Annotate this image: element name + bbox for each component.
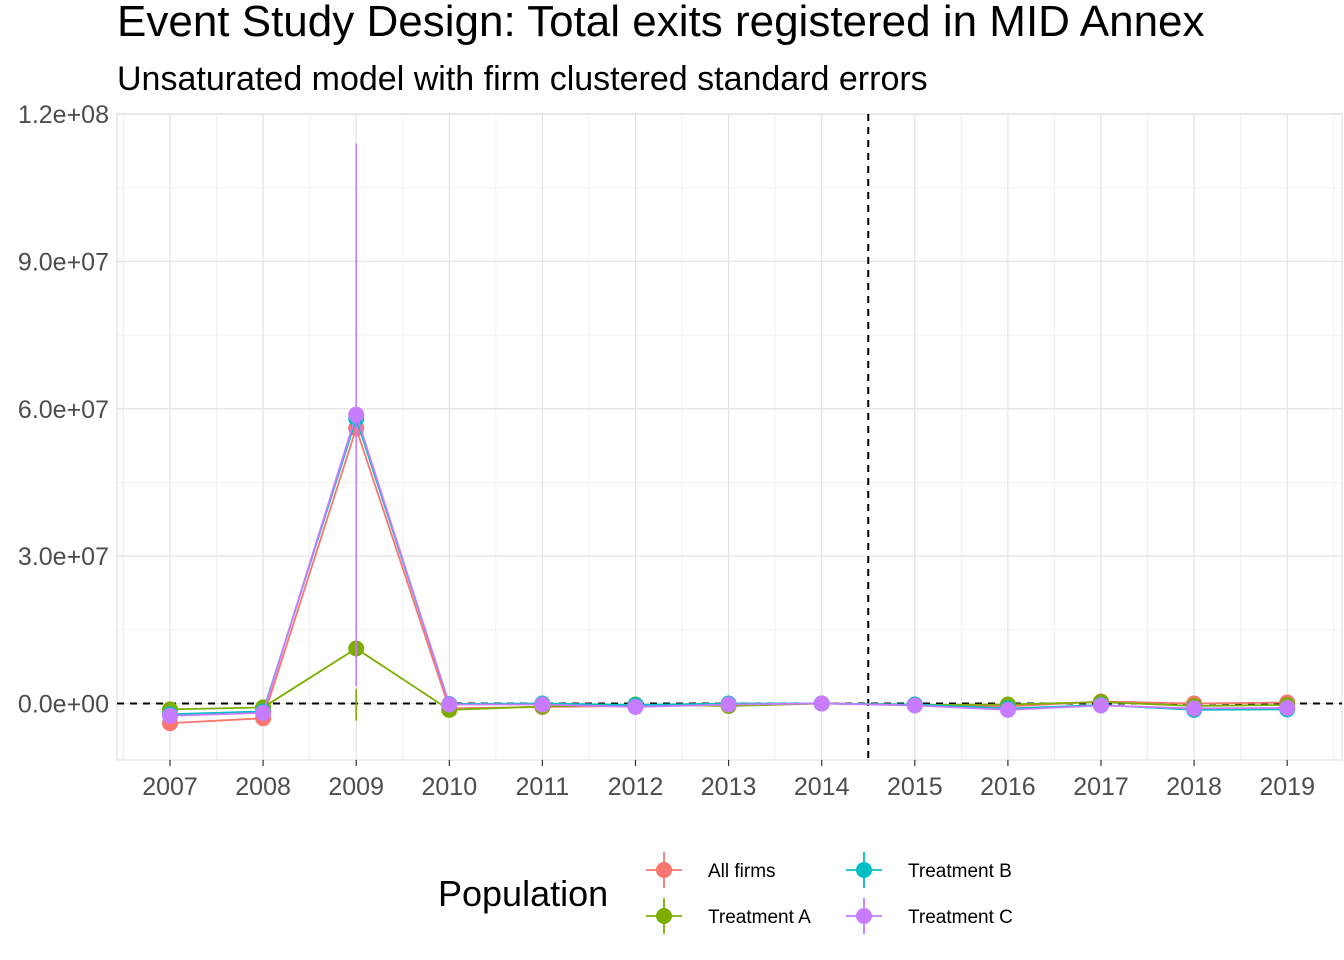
x-tick-label: 2013 [701, 773, 757, 801]
legend-key-point [656, 862, 672, 878]
x-tick-label: 2018 [1166, 773, 1222, 801]
x-tick-label: 2007 [142, 773, 198, 801]
legend-label: Treatment C [908, 907, 1013, 928]
data-point-treatment-c [999, 701, 1016, 718]
data-point-treatment-c [906, 697, 923, 714]
data-point-treatment-c [441, 696, 458, 713]
x-tick-label: 2017 [1073, 773, 1129, 801]
chart-subtitle: Unsaturated model with firm clustered st… [117, 60, 928, 98]
x-tick-label: 2008 [235, 773, 291, 801]
x-tick-label: 2015 [887, 773, 943, 801]
legend-key-point [856, 908, 872, 924]
y-tick-label: 6.0e+07 [18, 396, 109, 424]
x-tick-label: 2010 [421, 773, 477, 801]
series-layer [162, 143, 1296, 732]
legend-key-point [656, 908, 672, 924]
x-axis: 2007 2008 2009 2010 2011 2012 2013 2014 2015 2016… [142, 760, 1315, 801]
y-tick-label: 1.2e+08 [18, 101, 109, 129]
y-axis: 0.0e+00 3.0e+07 6.0e+07 9.0e+07 1.2e+08 [18, 101, 109, 719]
data-point-treatment-c [1186, 700, 1203, 717]
data-point-treatment-c [162, 707, 178, 724]
legend-title: Population [438, 873, 608, 914]
data-point-treatment-c [255, 704, 272, 721]
x-tick-label: 2016 [980, 773, 1036, 801]
data-point-treatment-c [348, 406, 365, 423]
x-tick-label: 2009 [328, 773, 384, 801]
reference-lines [117, 114, 1342, 760]
legend: Population All firms Treatment A Treatment… [438, 852, 1013, 934]
plot-panel-border [116, 113, 1343, 761]
data-point-treatment-c [1279, 699, 1296, 716]
y-tick-label: 9.0e+07 [18, 248, 109, 276]
legend-item-treatment-b: Treatment B [846, 852, 1012, 888]
data-point-treatment-c [813, 695, 830, 712]
legend-label: Treatment A [708, 907, 811, 928]
data-point-treatment-c [534, 696, 551, 713]
legend-item-all-firms: All firms [646, 852, 776, 888]
x-tick-label: 2012 [608, 773, 664, 801]
series-treatment-c [162, 143, 1296, 724]
chart-title: Event Study Design: Total exits register… [117, 0, 1205, 46]
legend-label: Treatment B [908, 861, 1012, 882]
x-tick-label: 2014 [794, 773, 850, 801]
data-point-treatment-c [1093, 697, 1109, 714]
data-point-treatment-c [627, 698, 644, 715]
grid-lines [117, 113, 1342, 760]
y-tick-label: 3.0e+07 [18, 543, 109, 571]
x-tick-label: 2011 [516, 773, 570, 801]
legend-key-point [856, 862, 872, 878]
x-tick-label: 2019 [1259, 773, 1315, 801]
legend-item-treatment-c: Treatment C [846, 898, 1013, 934]
y-tick-label: 0.0e+00 [18, 691, 109, 719]
legend-item-treatment-a: Treatment A [646, 898, 811, 934]
legend-label: All firms [708, 861, 776, 882]
data-point-treatment-c [720, 696, 737, 713]
